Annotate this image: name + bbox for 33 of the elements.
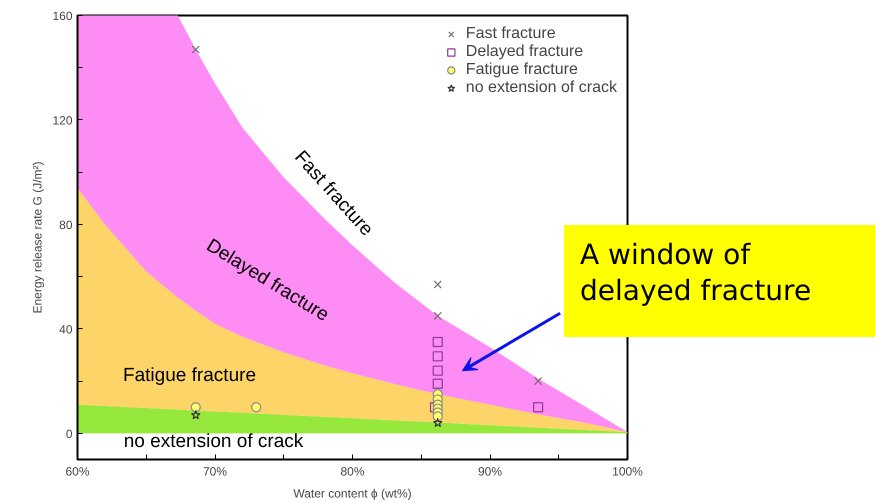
point [432, 366, 443, 376]
annotation: Fatigue fracture [122, 365, 256, 386]
legend-label: no extension of crack [466, 79, 617, 97]
point [434, 280, 442, 289]
point [432, 336, 443, 348]
point [432, 411, 443, 422]
point [192, 45, 200, 54]
x-tick-label: 70% [202, 464, 228, 478]
annotation: A window of delayed fracture [580, 237, 812, 310]
point [432, 418, 443, 428]
x-tick-label: 80% [340, 464, 365, 478]
y-tick-label: 120 [52, 113, 73, 128]
y-tick-label: 40 [59, 322, 73, 336]
point [434, 312, 442, 320]
point [432, 351, 443, 362]
x-tick-label: 90% [478, 464, 502, 478]
y-tick-label: 80 [59, 218, 73, 232]
legend-label: Delayed fracture [466, 43, 584, 61]
legend-label: Fast fracture [466, 25, 556, 43]
point [251, 402, 262, 412]
x-axis-title: Water content ϕ (wt%) [293, 486, 412, 500]
x-tick-label: 100% [612, 464, 644, 478]
point [534, 377, 542, 386]
legend-label: Fatigue fracture [466, 61, 578, 79]
point [190, 402, 201, 412]
y-axis-title: Energy release rate G (J/m²) [30, 161, 44, 314]
point [533, 402, 544, 412]
y-tick-label: 160 [52, 9, 73, 23]
annotation: no extension of crack [124, 431, 304, 452]
point [190, 410, 201, 420]
point [432, 378, 443, 389]
x-tick-label: 60% [65, 464, 90, 478]
y-tick-label: 0 [66, 426, 73, 441]
